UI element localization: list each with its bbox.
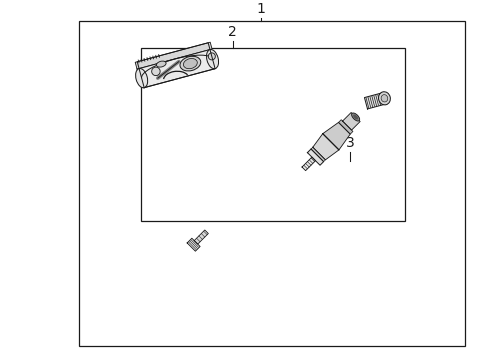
Ellipse shape — [351, 113, 359, 121]
Ellipse shape — [378, 92, 389, 105]
Ellipse shape — [206, 49, 218, 69]
Polygon shape — [139, 50, 215, 88]
Polygon shape — [135, 42, 212, 69]
Polygon shape — [307, 149, 323, 165]
Ellipse shape — [380, 95, 387, 102]
Ellipse shape — [208, 53, 215, 60]
Text: 1: 1 — [256, 2, 265, 16]
Text: 2: 2 — [228, 25, 236, 39]
Polygon shape — [338, 120, 352, 134]
Text: 3: 3 — [345, 136, 354, 150]
Polygon shape — [310, 147, 325, 162]
Ellipse shape — [151, 67, 160, 76]
Polygon shape — [302, 157, 315, 171]
Polygon shape — [312, 134, 338, 160]
Polygon shape — [322, 122, 349, 150]
Ellipse shape — [183, 58, 197, 69]
Polygon shape — [194, 230, 208, 244]
Ellipse shape — [180, 56, 201, 71]
Polygon shape — [364, 93, 385, 109]
Ellipse shape — [352, 114, 357, 120]
Ellipse shape — [156, 61, 166, 67]
Polygon shape — [342, 113, 359, 130]
Ellipse shape — [135, 68, 147, 88]
Bar — [79, 21, 464, 346]
Polygon shape — [187, 238, 200, 251]
Bar — [141, 48, 404, 221]
